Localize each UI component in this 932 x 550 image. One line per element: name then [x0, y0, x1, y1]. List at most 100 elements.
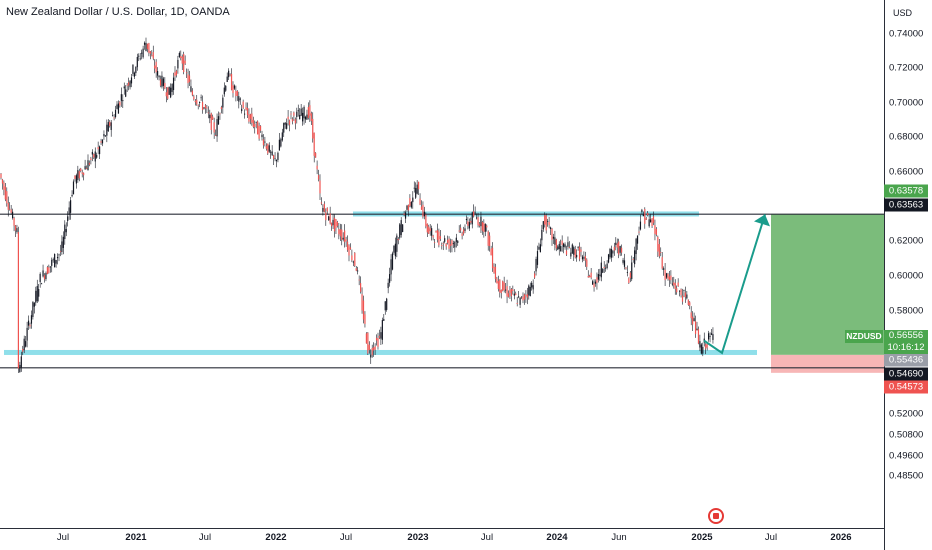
bullish-candle [91, 151, 93, 155]
stop-loss-area [771, 354, 884, 373]
bullish-candle [284, 122, 286, 125]
bearish-candle [525, 295, 527, 297]
bullish-candle [12, 211, 14, 219]
bullish-candle [480, 216, 482, 227]
bullish-candle [332, 219, 334, 226]
bullish-candle [223, 87, 225, 95]
bullish-candle [238, 96, 240, 102]
bullish-candle [594, 281, 597, 284]
bullish-candle [539, 244, 541, 253]
bearish-candle [425, 214, 427, 227]
bullish-candle [275, 159, 278, 162]
bearish-candle [578, 246, 581, 260]
bearish-candle [432, 235, 434, 238]
bearish-candle [565, 250, 568, 255]
bullish-candle [547, 220, 549, 222]
bearish-candle [229, 74, 231, 76]
bearish-candle [148, 43, 150, 53]
time-tick-label: 2022 [265, 532, 287, 543]
bearish-candle [210, 113, 212, 130]
bullish-candle [114, 109, 117, 118]
bearish-candle [407, 204, 410, 211]
bearish-candle [361, 294, 363, 311]
bullish-candle [610, 249, 613, 258]
bearish-candle [9, 208, 11, 210]
time-tick-label: 2026 [830, 532, 852, 543]
bearish-candle [220, 107, 222, 110]
price-tick-label: 0.74000 [889, 28, 924, 39]
bearish-candle [584, 256, 586, 261]
bullish-candle [16, 228, 18, 233]
bearish-candle [681, 295, 684, 302]
bullish-candle [200, 97, 202, 99]
bearish-candle [258, 125, 260, 139]
bullish-candle [104, 135, 106, 137]
bearish-candle [534, 273, 536, 278]
bearish-candle [507, 293, 510, 298]
bearish-candle [288, 120, 291, 125]
bearish-candle [697, 329, 700, 344]
bearish-candle [251, 113, 253, 123]
bullish-candle [300, 108, 302, 116]
bearish-candle [365, 333, 367, 344]
bullish-candle [35, 290, 37, 303]
bearish-candle [90, 158, 92, 160]
bearish-candle [545, 215, 547, 231]
bearish-candle [473, 211, 475, 217]
time-tick-label: Jun [611, 532, 627, 543]
bullish-candle [505, 289, 507, 291]
bullish-candle [54, 254, 56, 268]
price-tick-label: 0.66000 [889, 166, 924, 178]
bearish-candle [596, 277, 598, 283]
bearish-candle [348, 245, 350, 256]
bearish-candle [510, 288, 512, 297]
current-price-value: 0.56556 [888, 330, 924, 341]
bullish-candle [563, 243, 565, 247]
bearish-candle [462, 229, 465, 234]
bullish-candle [264, 141, 266, 143]
bullish-candle [538, 246, 540, 250]
bearish-candle [319, 180, 321, 194]
bullish-candle [410, 201, 412, 208]
bearish-candle [478, 224, 481, 226]
bearish-candle [522, 296, 524, 301]
bearish-candle [43, 275, 46, 280]
bearish-candle [628, 278, 630, 283]
bullish-candle [457, 240, 459, 243]
tradingview-logo-icon[interactable] [708, 508, 724, 524]
bullish-candle [129, 80, 131, 88]
bearish-candle [88, 162, 91, 165]
bearish-candle [449, 244, 452, 246]
price-tick-label: 0.50800 [889, 429, 924, 441]
bearish-candle [447, 239, 449, 243]
bearish-candle [151, 55, 153, 57]
bearish-candle [6, 191, 8, 204]
bullish-candle [110, 122, 112, 130]
bullish-candle [132, 64, 134, 74]
bearish-candle [267, 143, 269, 154]
bullish-candle [399, 224, 401, 238]
bearish-candle [458, 230, 460, 232]
bullish-candle [641, 209, 643, 213]
bullish-candle [190, 86, 192, 92]
bullish-candle [36, 286, 38, 302]
bearish-candle [502, 280, 504, 291]
bullish-candle [416, 184, 418, 194]
price-chart[interactable] [0, 0, 884, 528]
bullish-candle [693, 318, 695, 322]
bullish-candle [71, 194, 73, 197]
bullish-candle [702, 346, 704, 354]
bullish-candle [125, 89, 127, 97]
bullish-candle [103, 134, 105, 137]
bearish-candle [509, 290, 511, 293]
bullish-candle [708, 333, 710, 340]
bullish-candle [84, 166, 86, 170]
bullish-candle [528, 285, 530, 296]
bullish-candle [571, 244, 573, 254]
bearish-candle [154, 65, 156, 69]
time-tick-label: 2024 [546, 532, 568, 543]
bearish-candle [252, 119, 254, 127]
currency-label[interactable]: USD [893, 8, 913, 18]
price-level-badge: 0.63563 [884, 198, 928, 212]
